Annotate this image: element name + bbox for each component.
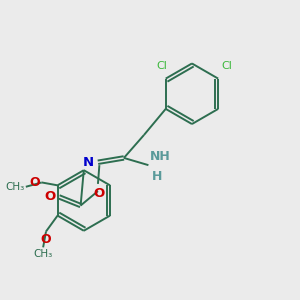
- Text: O: O: [45, 190, 56, 203]
- Text: O: O: [94, 187, 105, 200]
- Text: N: N: [82, 156, 94, 169]
- Text: Cl: Cl: [156, 61, 167, 71]
- Text: CH₃: CH₃: [34, 249, 53, 259]
- Text: Cl: Cl: [221, 61, 232, 71]
- Text: H: H: [152, 170, 163, 183]
- Text: O: O: [41, 233, 51, 246]
- Text: O: O: [30, 176, 40, 189]
- Text: CH₃: CH₃: [5, 182, 24, 192]
- Text: NH: NH: [150, 150, 171, 163]
